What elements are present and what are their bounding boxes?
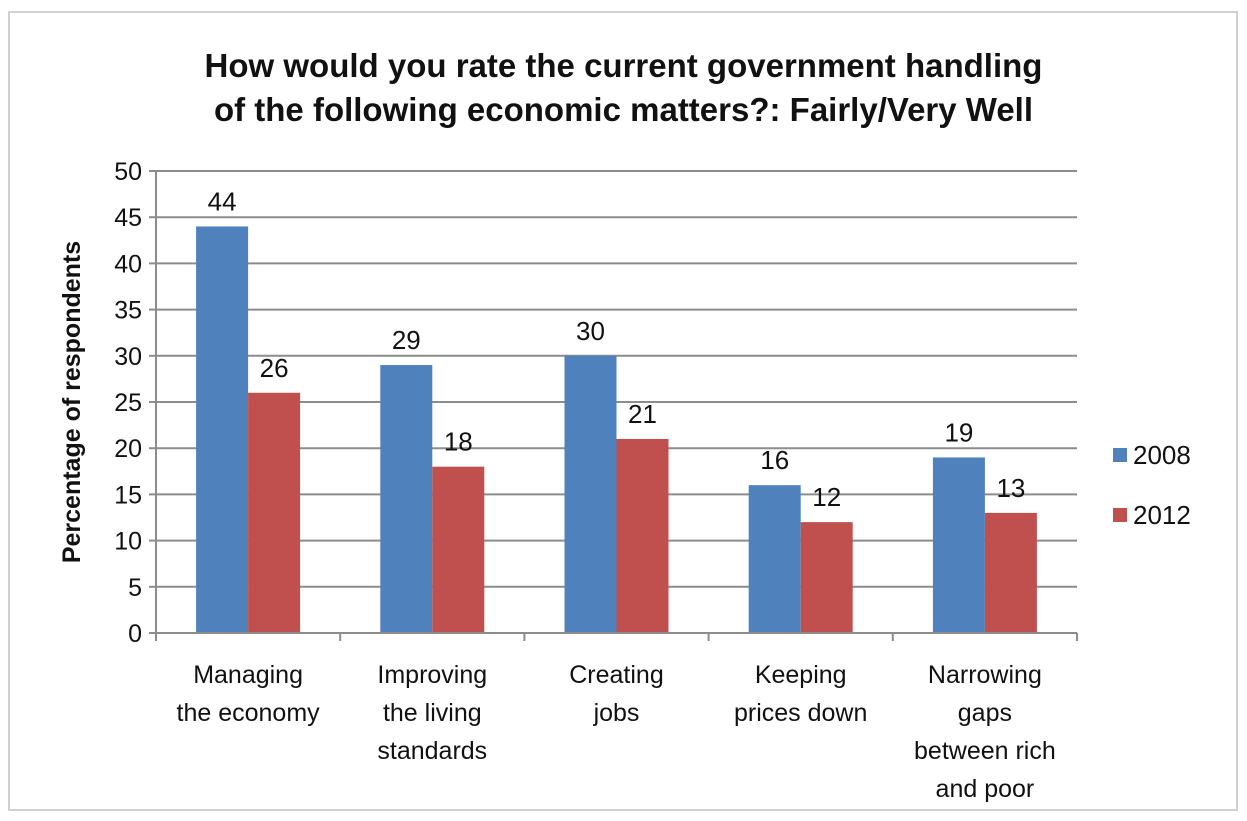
legend-label-2012: 2012 — [1133, 500, 1191, 530]
bar-2012-0 — [248, 392, 301, 633]
y-tick-label: 40 — [114, 250, 142, 278]
category-label-1: Improving the living standards — [377, 661, 487, 765]
y-tick-label: 25 — [114, 389, 142, 417]
bar-2012-1 — [432, 466, 485, 633]
bar-2012-3 — [800, 522, 853, 633]
bar-2008-1 — [380, 365, 433, 633]
data-label-2008-0: 44 — [208, 186, 237, 216]
category-label-4: Narrowing gaps between rich and poor — [914, 661, 1056, 803]
y-tick-label: 10 — [114, 528, 142, 556]
data-label-2012-1: 18 — [444, 427, 473, 457]
data-label-2012-3: 12 — [812, 482, 841, 512]
category-label-line: Keeping — [755, 661, 847, 689]
category-label-line: between rich — [914, 737, 1056, 765]
category-label-line: Managing — [193, 661, 303, 689]
y-tick-label: 50 — [114, 158, 142, 186]
y-tick-label: 35 — [114, 297, 142, 325]
data-label-2008-1: 29 — [392, 325, 421, 355]
data-label-2008-4: 19 — [944, 417, 973, 447]
legend-swatch-2008 — [1113, 448, 1127, 462]
bar-2008-4 — [932, 457, 985, 633]
y-tick-label: 15 — [114, 481, 142, 509]
category-label-line: the economy — [177, 699, 321, 727]
y-tick-label: 5 — [128, 574, 142, 602]
data-label-2008-2: 30 — [576, 316, 605, 346]
category-label-line: the living — [383, 699, 482, 727]
category-label-0: Managing the economy — [177, 661, 321, 727]
category-label-line: prices down — [734, 699, 867, 727]
y-axis-title: Percentage of respondents — [58, 241, 86, 563]
data-label-2012-0: 26 — [260, 353, 289, 383]
category-label-line: Narrowing — [928, 661, 1042, 689]
bar-2008-2 — [564, 355, 617, 633]
bars — [196, 226, 1037, 633]
axes — [149, 170, 1078, 641]
category-label-line: gaps — [958, 699, 1012, 727]
bar-2008-3 — [748, 485, 801, 633]
y-tick-labels: 0 5 10 15 20 25 30 35 40 45 50 — [114, 158, 142, 648]
y-tick-label: 20 — [114, 435, 142, 463]
data-labels: 44 26 29 18 30 21 16 12 19 13 — [208, 186, 1026, 512]
legend-swatch-2012 — [1113, 508, 1127, 522]
data-label-2012-2: 21 — [628, 399, 657, 429]
category-labels: Managing the economy Improving the living st… — [177, 661, 1056, 803]
category-label-3: Keeping prices down — [734, 661, 867, 727]
y-tick-label: 45 — [114, 204, 142, 232]
category-label-line: and poor — [936, 775, 1035, 803]
bar-2012-2 — [616, 438, 669, 633]
y-tick-label: 30 — [114, 343, 142, 371]
y-tick-label: 0 — [128, 620, 142, 648]
chart-title-line-2: of the following economic matters?: Fair… — [213, 91, 1034, 128]
category-label-line: jobs — [593, 699, 640, 727]
category-label-line: standards — [377, 737, 487, 765]
data-label-2012-4: 13 — [996, 473, 1025, 503]
data-label-2008-3: 16 — [760, 445, 789, 475]
bar-2012-4 — [984, 512, 1037, 633]
chart-title-line-1: How would you rate the current governmen… — [204, 47, 1043, 84]
legend-label-2008: 2008 — [1133, 440, 1191, 470]
legend: 2008 2012 — [1113, 440, 1191, 530]
chart-title: How would you rate the current governmen… — [0, 44, 1247, 132]
category-label-line: Creating — [569, 661, 664, 689]
category-label-line: Improving — [377, 661, 487, 689]
bar-2008-0 — [196, 226, 249, 633]
category-label-2: Creating jobs — [569, 661, 664, 727]
